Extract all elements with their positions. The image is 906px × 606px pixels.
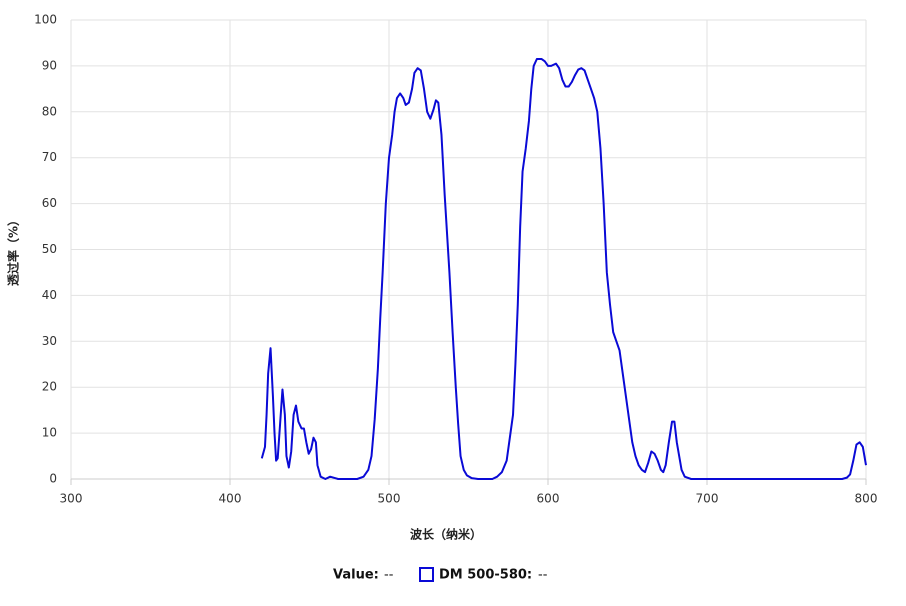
- y-tick-label: 10: [42, 426, 57, 440]
- x-tick-label: 700: [696, 492, 719, 506]
- y-tick-label: 50: [42, 242, 57, 256]
- x-tick-label: 300: [60, 492, 83, 506]
- data-line: [260, 58, 867, 480]
- x-axis-title: 波长（纳米）: [410, 527, 482, 542]
- legend-value-text: --: [384, 568, 394, 583]
- y-tick-label: 70: [42, 150, 57, 164]
- legend-series-readout: --: [538, 568, 548, 583]
- legend-value-label: Value:: [333, 568, 379, 583]
- y-axis-title: 透过率（%）: [6, 214, 21, 286]
- y-tick-label: 60: [42, 196, 57, 210]
- y-tick-label: 0: [49, 472, 57, 486]
- y-tick-label: 30: [42, 334, 57, 348]
- x-tick-label: 400: [219, 492, 242, 506]
- legend-swatch[interactable]: [419, 567, 434, 582]
- y-tick-label: 100: [34, 13, 57, 27]
- x-tick-label: 500: [378, 492, 401, 506]
- x-tick-label: 600: [537, 492, 560, 506]
- y-tick-label: 20: [42, 380, 57, 394]
- x-tick-label: 800: [855, 492, 878, 506]
- y-tick-label: 90: [42, 58, 57, 72]
- y-tick-label: 80: [42, 104, 57, 118]
- legend-series-name[interactable]: DM 500-580:: [439, 568, 532, 583]
- y-tick-label: 40: [42, 288, 57, 302]
